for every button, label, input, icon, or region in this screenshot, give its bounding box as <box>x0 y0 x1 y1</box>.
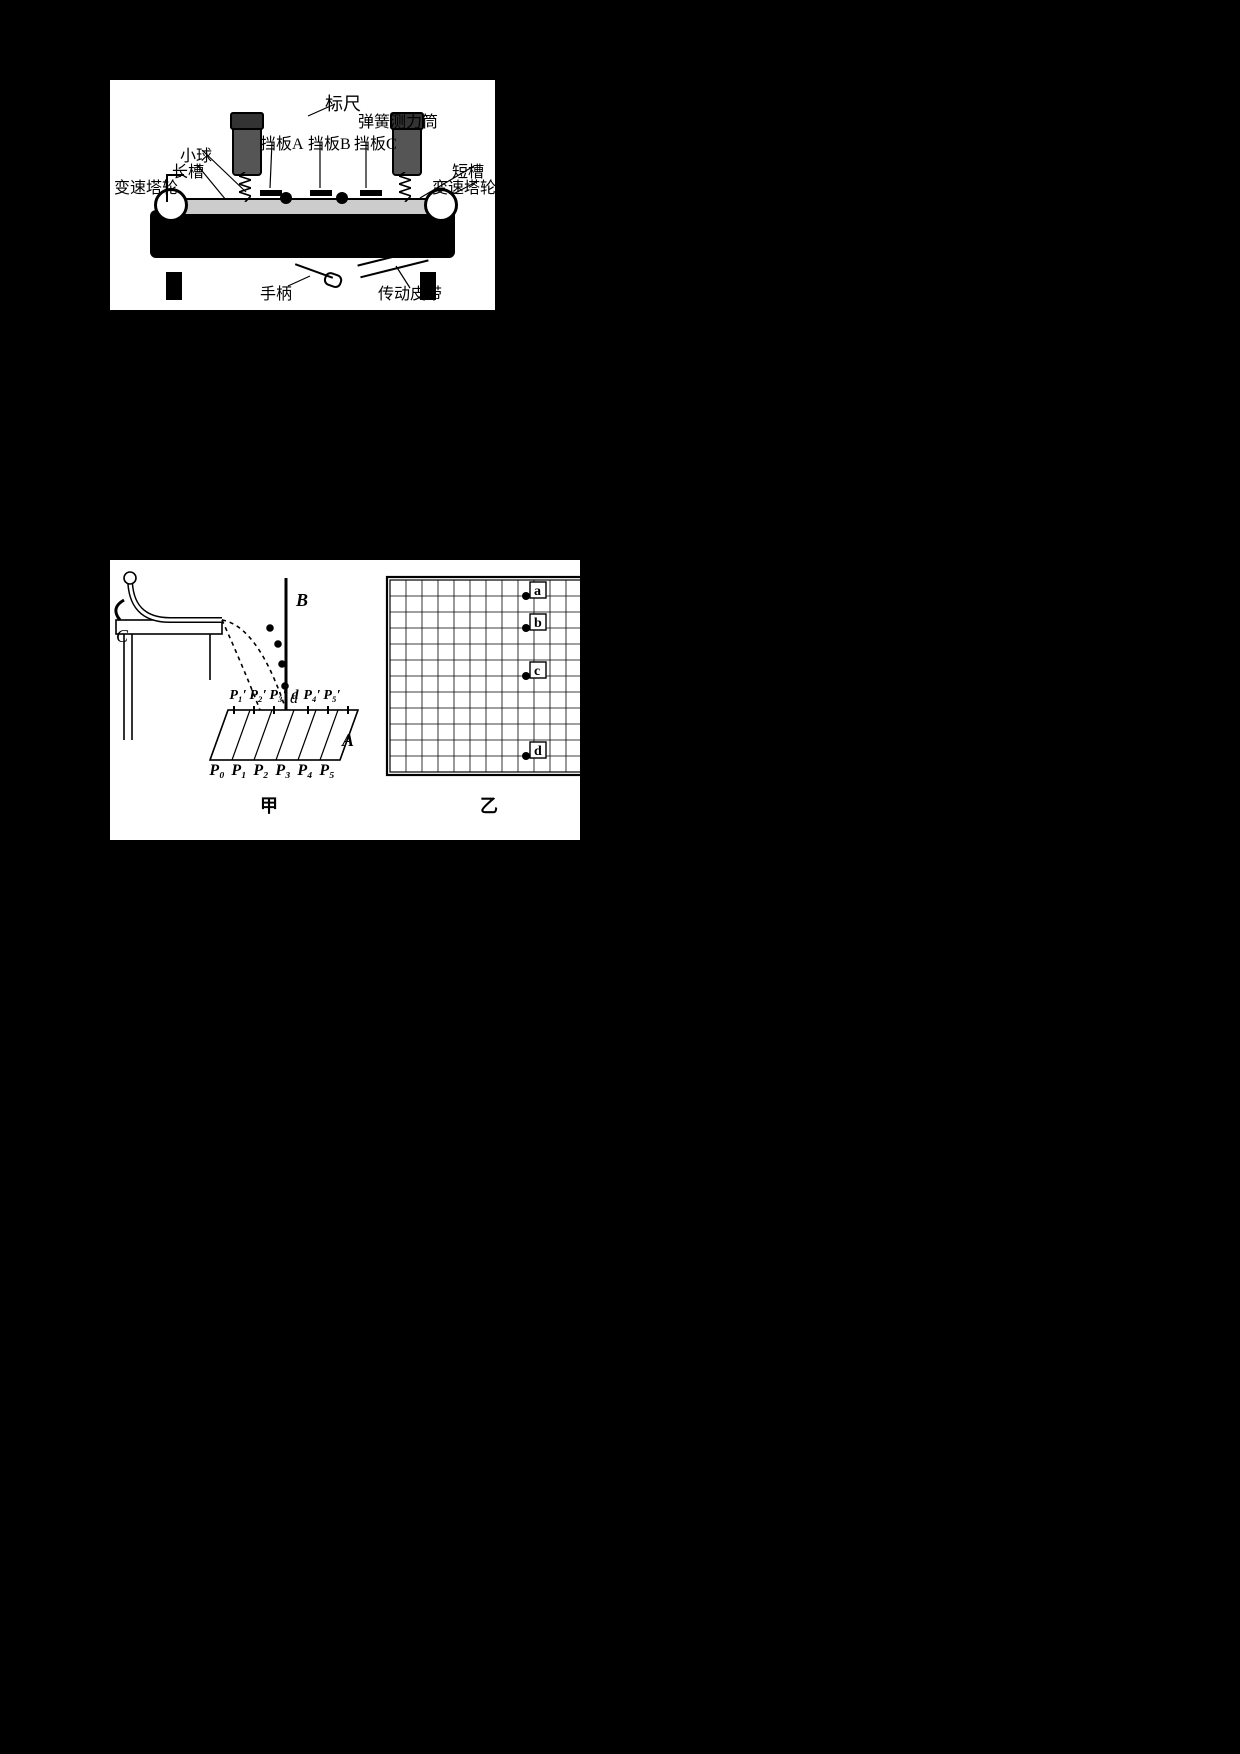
grid-point-a <box>522 592 530 600</box>
label-baffle-c: 挡板C <box>354 130 397 154</box>
baffle-c <box>360 190 382 196</box>
grid-point-label-b: b <box>534 616 542 631</box>
grid-point-label-a: a <box>534 584 541 599</box>
label-P-prime-2: P₂′ <box>248 688 268 704</box>
dynamometer-cap-left <box>230 112 264 130</box>
label-baffle-b: 挡板B <box>308 130 351 154</box>
label-d-inline: d <box>288 688 302 704</box>
grid-point-label-d: d <box>534 744 542 759</box>
apparatus-leg-left <box>166 272 182 300</box>
label-handle: 手柄 <box>260 280 292 304</box>
p-prime-labels-row: P₁′P₂′P₃′dP₄′P₅′ <box>228 688 342 704</box>
figure-1-apparatus: 标尺 弹簧测力筒 挡板A 挡板B 挡板C 小球 长槽 变速塔轮 短槽 变速塔轮 … <box>110 80 495 310</box>
caption-right: 乙 <box>480 792 498 818</box>
label-C: C <box>116 626 128 647</box>
grid-point-label-c: c <box>534 664 540 679</box>
spring-left <box>239 172 251 202</box>
label-B: B <box>296 590 308 611</box>
figure-2-pair: abcd C B A d P₁′P₂′P₃′dP₄′P₅′ P₀P₁P₂P₃P₄… <box>110 560 580 840</box>
label-drive-belt: 传动皮带 <box>378 280 442 304</box>
label-P-1: P₁ <box>228 762 250 780</box>
baffle-b <box>310 190 332 196</box>
label-P-0: P₀ <box>206 762 228 780</box>
label-P-prime-4: P₄′ <box>302 688 322 704</box>
label-P-prime-1: P₁′ <box>228 688 248 704</box>
grid-point-b <box>522 624 530 632</box>
label-P-2: P₂ <box>250 762 272 780</box>
label-A: A <box>342 730 354 751</box>
p-labels-row: P₀P₁P₂P₃P₄P₅ <box>206 762 338 780</box>
label-P-prime-5: P₅′ <box>322 688 342 704</box>
label-vs-pulley-l: 变速塔轮 <box>114 174 178 198</box>
grid-point-c <box>522 672 530 680</box>
label-P-4: P₄ <box>294 762 316 780</box>
dynamometer-left <box>232 124 262 176</box>
caption-left: 甲 <box>260 792 278 818</box>
label-P-5: P₅ <box>316 762 338 780</box>
label-vs-pulley-r: 变速塔轮 <box>432 174 496 198</box>
figure-2-svg: a b c d <box>110 560 580 840</box>
grid-point-d <box>522 752 530 760</box>
label-P-3: P₃ <box>272 762 294 780</box>
label-ruler: 标尺 <box>325 90 361 116</box>
label-baffle-a: 挡板A <box>260 130 304 154</box>
page: 标尺 弹簧测力筒 挡板A 挡板B 挡板C 小球 长槽 变速塔轮 短槽 变速塔轮 … <box>0 0 1240 1754</box>
label-spring-dyno: 弹簧测力筒 <box>358 108 438 132</box>
baffle-a <box>260 190 282 196</box>
ball-1 <box>280 192 292 204</box>
spring-right <box>399 172 411 202</box>
label-P-prime-3: P₃′ <box>268 688 288 704</box>
ball-2 <box>336 192 348 204</box>
